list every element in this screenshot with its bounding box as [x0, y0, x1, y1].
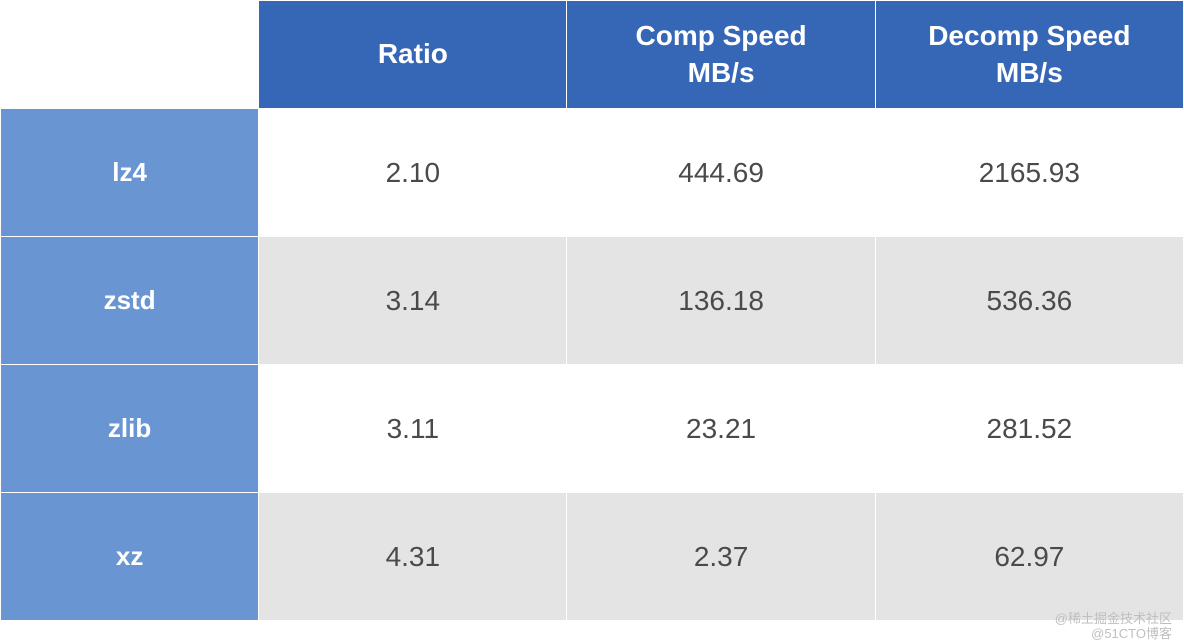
- cell-value: 23.21: [567, 365, 875, 493]
- cell-value: 3.14: [259, 237, 567, 365]
- row-header-zstd: zstd: [1, 237, 259, 365]
- header-comp-speed: Comp Speed MB/s: [567, 1, 875, 109]
- header-decomp-speed-l2: MB/s: [996, 57, 1063, 88]
- row-header-lz4: lz4: [1, 109, 259, 237]
- table-row: xz 4.31 2.37 62.97: [1, 493, 1184, 621]
- header-corner-cell: [1, 1, 259, 109]
- cell-value: 536.36: [875, 237, 1183, 365]
- cell-value: 3.11: [259, 365, 567, 493]
- data-table: Ratio Comp Speed MB/s Decomp Speed MB/s lz…: [0, 0, 1184, 621]
- cell-value: 62.97: [875, 493, 1183, 621]
- cell-value: 136.18: [567, 237, 875, 365]
- header-comp-speed-l2: MB/s: [688, 57, 755, 88]
- row-header-xz: xz: [1, 493, 259, 621]
- table-row: zlib 3.11 23.21 281.52: [1, 365, 1184, 493]
- table-header-row: Ratio Comp Speed MB/s Decomp Speed MB/s: [1, 1, 1184, 109]
- cell-value: 2165.93: [875, 109, 1183, 237]
- cell-value: 444.69: [567, 109, 875, 237]
- header-ratio: Ratio: [259, 1, 567, 109]
- table-row: lz4 2.10 444.69 2165.93: [1, 109, 1184, 237]
- table-row: zstd 3.14 136.18 536.36: [1, 237, 1184, 365]
- watermark-line2: @51CTO博客: [1055, 626, 1172, 642]
- header-comp-speed-l1: Comp Speed: [636, 20, 807, 51]
- compression-benchmark-table: Ratio Comp Speed MB/s Decomp Speed MB/s lz…: [0, 0, 1184, 620]
- header-decomp-speed: Decomp Speed MB/s: [875, 1, 1183, 109]
- cell-value: 4.31: [259, 493, 567, 621]
- header-decomp-speed-l1: Decomp Speed: [928, 20, 1130, 51]
- cell-value: 2.10: [259, 109, 567, 237]
- cell-value: 281.52: [875, 365, 1183, 493]
- row-header-zlib: zlib: [1, 365, 259, 493]
- cell-value: 2.37: [567, 493, 875, 621]
